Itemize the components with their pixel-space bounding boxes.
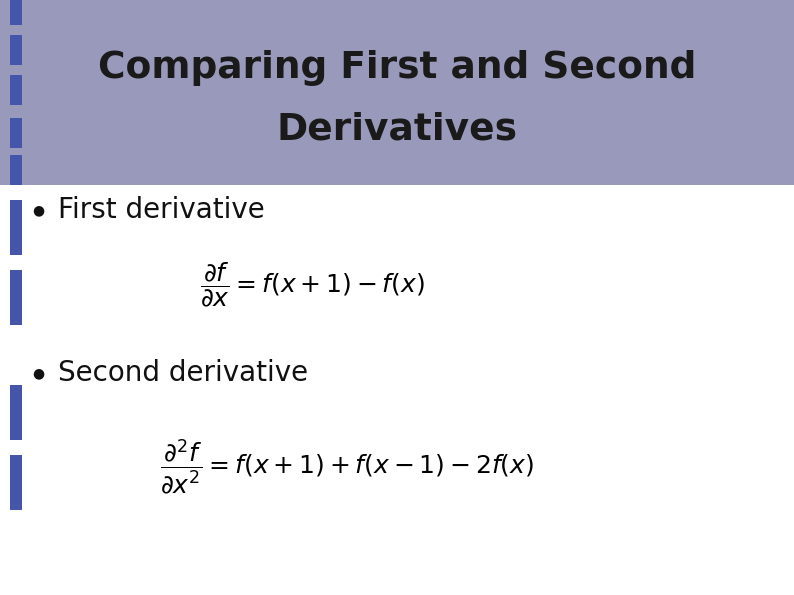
Text: $\dfrac{\partial^2 f}{\partial x^2} = f(x+1) + f(x-1) - 2f(x)$: $\dfrac{\partial^2 f}{\partial x^2} = f(…: [160, 438, 534, 496]
Bar: [10, 270, 22, 325]
Bar: [10, 455, 22, 510]
Bar: [10, 200, 22, 255]
Bar: [10, 385, 22, 440]
Text: ●: ●: [32, 366, 44, 380]
Bar: [10, 35, 22, 65]
Text: Comparing First and Second: Comparing First and Second: [98, 50, 696, 86]
Bar: [10, 118, 22, 148]
Text: Derivatives: Derivatives: [276, 112, 518, 148]
Bar: [10, 75, 22, 105]
Text: $\dfrac{\partial f}{\partial x} = f(x+1) - f(x)$: $\dfrac{\partial f}{\partial x} = f(x+1)…: [200, 261, 425, 309]
Text: ●: ●: [32, 203, 44, 217]
Bar: [10, 0, 22, 25]
Text: Second derivative: Second derivative: [58, 359, 308, 387]
Bar: [0, 0, 794, 185]
Bar: [10, 155, 22, 185]
Text: First derivative: First derivative: [58, 196, 264, 224]
Bar: [0, 185, 794, 595]
